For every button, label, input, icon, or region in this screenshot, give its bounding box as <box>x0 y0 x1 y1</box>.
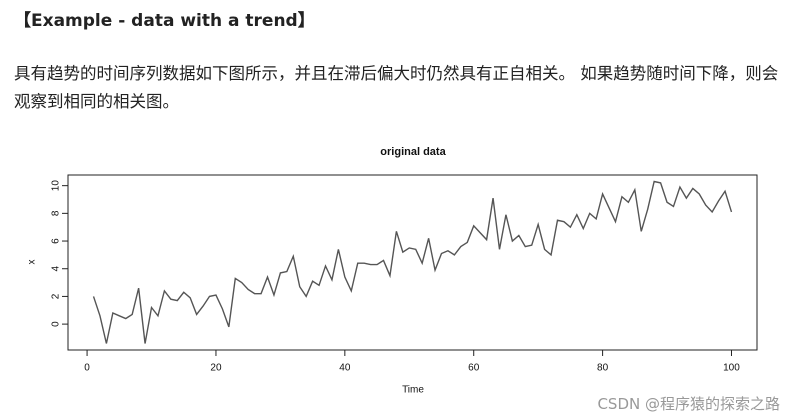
y-tick-label: 6 <box>51 238 62 244</box>
paragraph: 具有趋势的时间序列数据如下图所示，并且在滞后偏大时仍然具有正自相关。 如果趋势随… <box>14 64 779 111</box>
x-tick-label: 80 <box>597 363 609 374</box>
x-tick-label: 20 <box>210 363 222 374</box>
x-tick-label: 40 <box>339 363 351 374</box>
x-tick-label: 100 <box>723 363 740 374</box>
x-tick-label: 0 <box>84 363 90 374</box>
watermark: CSDN @程序猿的探索之路 <box>597 395 780 413</box>
x-axis-label: Time <box>402 385 424 396</box>
chart-title: original data <box>380 146 446 158</box>
y-axis-label: x <box>27 260 38 265</box>
y-tick-label: 4 <box>51 266 62 272</box>
y-tick-label: 0 <box>51 321 62 327</box>
y-tick-label: 8 <box>51 210 62 216</box>
y-tick-label: 2 <box>51 293 62 299</box>
plot-frame <box>67 174 758 351</box>
x-tick-label: 60 <box>468 363 480 374</box>
data-line <box>92 180 733 344</box>
y-tick-label: 10 <box>51 180 62 192</box>
heading: 【Example - data with a trend】 <box>14 11 315 31</box>
